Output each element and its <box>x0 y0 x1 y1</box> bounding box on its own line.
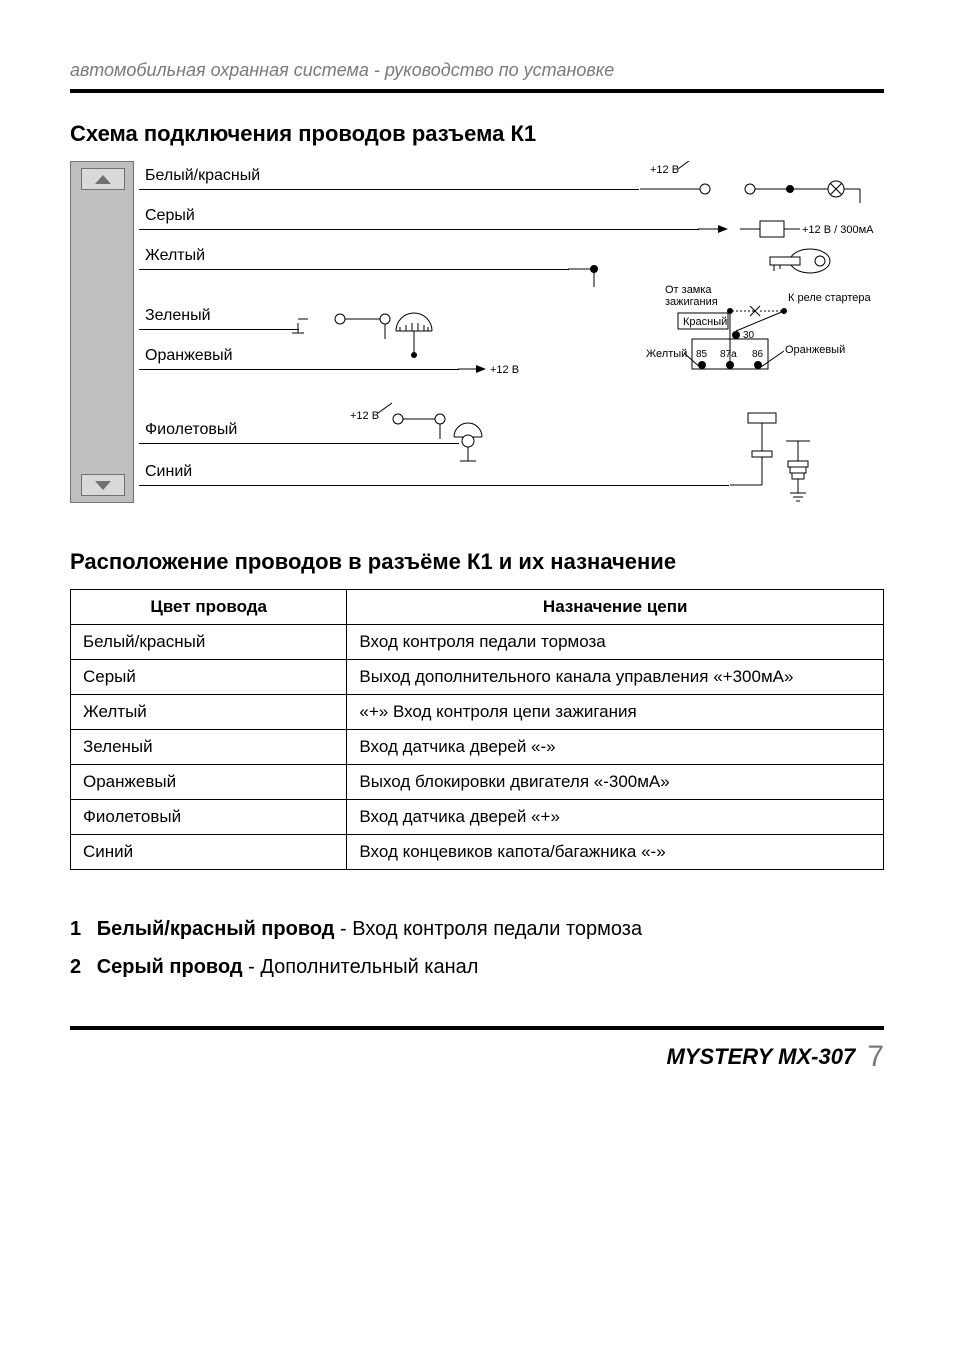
td: Зеленый <box>71 730 347 765</box>
td: Серый <box>71 660 347 695</box>
td: Белый/красный <box>71 625 347 660</box>
header-rule <box>70 89 884 93</box>
key-icon <box>770 249 830 273</box>
th-purpose: Назначение цепи <box>347 590 884 625</box>
header-subtitle: автомобильная охранная система - руковод… <box>70 60 884 81</box>
door-switch-icon <box>292 313 432 358</box>
ignition-label: зажигания <box>665 296 718 308</box>
r85: 85 <box>696 349 708 360</box>
table-row: СинийВход концевиков капота/багажника «-… <box>71 835 884 870</box>
table-row: ФиолетовыйВход датчика дверей «+» <box>71 800 884 835</box>
td: Синий <box>71 835 347 870</box>
from-ign-label: От замка <box>665 284 712 296</box>
td: Выход дополнительного канала управления … <box>347 660 884 695</box>
page-number: 7 <box>867 1040 884 1073</box>
td: Оранжевый <box>71 765 347 800</box>
notes: 1 Белый/красный провод - Вход контроля п… <box>70 910 884 986</box>
th-color: Цвет провода <box>71 590 347 625</box>
footer: MYSTERY MX-307 7 <box>70 1026 884 1074</box>
page: автомобильная охранная система - руковод… <box>0 0 954 1114</box>
table-row: ОранжевыйВыход блокировки двигателя «-30… <box>71 765 884 800</box>
td: Вход датчика дверей «-» <box>347 730 884 765</box>
yellow-label: Желтый <box>646 348 687 360</box>
diagram-svg: +12 В +12 В / 300мА <box>70 161 882 513</box>
r30: 30 <box>743 330 755 341</box>
section2-title: Расположение проводов в разъёме К1 и их … <box>70 549 884 575</box>
door-switch-icon-2 <box>454 423 482 461</box>
r86: 86 <box>752 349 764 360</box>
note-number: 2 <box>70 956 81 978</box>
r87a: 87а <box>720 349 737 360</box>
hood-pin-icon <box>730 413 810 501</box>
to-starter-label: К реле стартера <box>788 292 871 304</box>
td: Вход датчика дверей «+» <box>347 800 884 835</box>
table-row: СерыйВыход дополнительного канала управл… <box>71 660 884 695</box>
note-number: 1 <box>70 918 81 940</box>
section1-title: Схема подключения проводов разъема К1 <box>70 121 884 147</box>
note-lead: Серый провод <box>97 956 243 978</box>
table-row: Белый/красныйВход контроля педали тормоз… <box>71 625 884 660</box>
note-line: 1 Белый/красный провод - Вход контроля п… <box>70 910 884 948</box>
note-rest: - Дополнительный канал <box>243 956 479 978</box>
wire-table: Цвет провода Назначение цепи Белый/красн… <box>70 589 884 870</box>
v12-label: +12 В <box>650 164 679 176</box>
table-row: ЗеленыйВход датчика дверей «-» <box>71 730 884 765</box>
td: «+» Вход контроля цепи зажигания <box>347 695 884 730</box>
td: Вход концевиков капота/багажника «-» <box>347 835 884 870</box>
note-line: 2 Серый провод - Дополнительный канал <box>70 948 884 986</box>
td: Вход контроля педали тормоза <box>347 625 884 660</box>
td: Фиолетовый <box>71 800 347 835</box>
red-label: Красный <box>683 316 727 328</box>
td: Выход блокировки двигателя «-300мА» <box>347 765 884 800</box>
note-lead: Белый/красный провод <box>97 918 335 940</box>
footer-text: MYSTERY MX-307 7 <box>70 1040 884 1074</box>
footer-rule <box>70 1026 884 1030</box>
orange-label: Оранжевый <box>785 344 845 356</box>
v12-label-3: +12 В <box>350 410 379 422</box>
footer-brand: MYSTERY MX-307 <box>666 1044 855 1069</box>
v12-300-label: +12 В / 300мА <box>802 224 874 236</box>
td: Желтый <box>71 695 347 730</box>
note-rest: - Вход контроля педали тормоза <box>335 918 643 940</box>
table-row: Желтый«+» Вход контроля цепи зажигания <box>71 695 884 730</box>
wiring-diagram: Белый/красный Серый Желтый Зеленый Оранж… <box>70 161 882 513</box>
v12-label-2: +12 В <box>490 364 519 376</box>
